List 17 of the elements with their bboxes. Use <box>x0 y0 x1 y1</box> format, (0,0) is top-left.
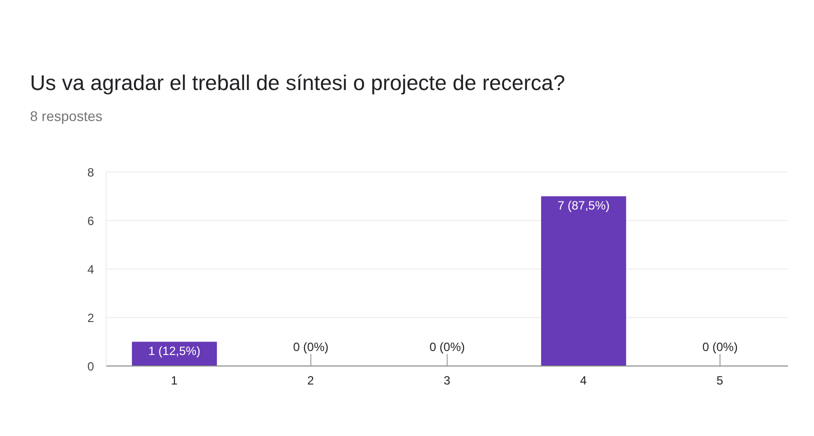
y-tick-label: 4 <box>87 262 94 276</box>
y-tick-label: 0 <box>87 359 94 374</box>
data-label: 0 (0%) <box>702 340 738 354</box>
chart-subtitle: 8 respostes <box>30 108 102 124</box>
y-tick-label: 6 <box>87 214 94 228</box>
x-tick-label: 2 <box>307 374 314 388</box>
x-tick-label: 5 <box>716 374 724 388</box>
data-label: 0 (0%) <box>430 340 465 354</box>
x-tick-label: 4 <box>580 374 588 388</box>
x-tick-label: 3 <box>444 374 451 388</box>
y-tick-label: 8 <box>87 165 94 180</box>
y-tick-label: 2 <box>87 310 94 325</box>
x-tick-label: 1 <box>170 374 178 388</box>
data-label: 7 (87,5%) <box>558 198 610 212</box>
data-label: 0 (0%) <box>293 340 328 354</box>
chart-title: Us va agradar el treball de síntesi o projecte de recerca? <box>30 71 566 95</box>
data-label: 1 (12,5%) <box>148 344 200 358</box>
